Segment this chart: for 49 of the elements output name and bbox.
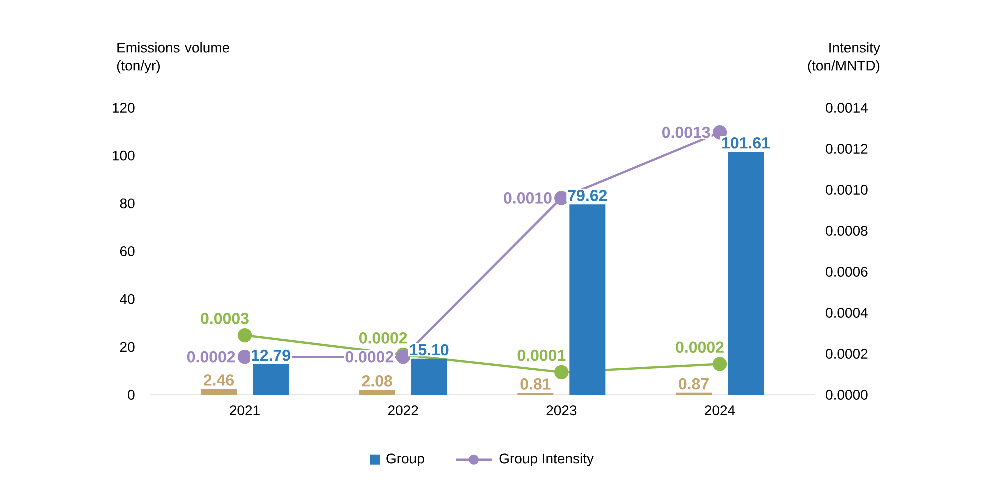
y-tick-label: 20	[120, 342, 135, 352]
y-tick-label: 100	[113, 150, 135, 161]
y2-tick-label: 0.0000	[826, 390, 868, 400]
bar	[359, 390, 396, 395]
y-tick-label: 40	[120, 294, 135, 304]
bar	[201, 389, 238, 395]
y2-tick-label: 0.0004	[826, 308, 868, 318]
data-label: 0.0002	[346, 351, 394, 363]
data-label: 0.81	[520, 378, 551, 390]
y-tick-label: 80	[120, 198, 135, 209]
data-label: 101.61	[722, 137, 770, 149]
y2-tick-label: 0.0006	[826, 267, 868, 277]
x-tick-label: 2021	[230, 406, 260, 416]
bar	[570, 204, 606, 395]
point	[712, 357, 728, 372]
y2-tick-label: 0.0014	[826, 103, 868, 113]
data-label: 0.87	[679, 378, 709, 390]
y2-tick-label: 0.0010	[826, 185, 868, 195]
data-label: 0.0002	[188, 351, 236, 363]
bar	[411, 358, 448, 395]
data-label: 12.79	[252, 350, 290, 362]
bar	[728, 152, 764, 395]
x-tick-label: 2023	[546, 406, 577, 416]
legend-label: Group	[386, 454, 424, 466]
point	[238, 328, 252, 343]
y-tick-label: 0	[128, 390, 135, 400]
data-label: 2.46	[204, 374, 234, 386]
point	[554, 191, 569, 206]
point	[554, 365, 569, 380]
bar	[253, 364, 290, 395]
data-label: 0.0003	[201, 312, 249, 324]
data-label: 0.0002	[360, 332, 408, 344]
data-label: 0.0010	[504, 192, 552, 204]
x-tick-label: 2022	[388, 406, 418, 416]
data-label: 15.10	[410, 344, 449, 356]
x-tick-label: 2024	[705, 406, 736, 416]
y2-tick-label: 0.0008	[826, 226, 868, 236]
y2-tick-label: 0.0012	[826, 144, 868, 154]
data-label: 0.0013	[662, 126, 710, 138]
data-label: 2.08	[362, 375, 392, 387]
y-axis-title: Emissions volume (ton/yr)	[117, 42, 230, 74]
data-label: 0.0001	[518, 350, 566, 362]
y2-tick-label: 0.0002	[826, 349, 868, 359]
y-tick-label: 120	[113, 103, 135, 113]
y-tick-label: 60	[120, 246, 135, 256]
legend-label: Group Intensity	[500, 453, 594, 466]
data-label: 79.62	[568, 190, 608, 202]
data-label: 0.0002	[676, 342, 724, 354]
y2-axis-title: Intensity (ton/MNTD)	[808, 42, 880, 74]
